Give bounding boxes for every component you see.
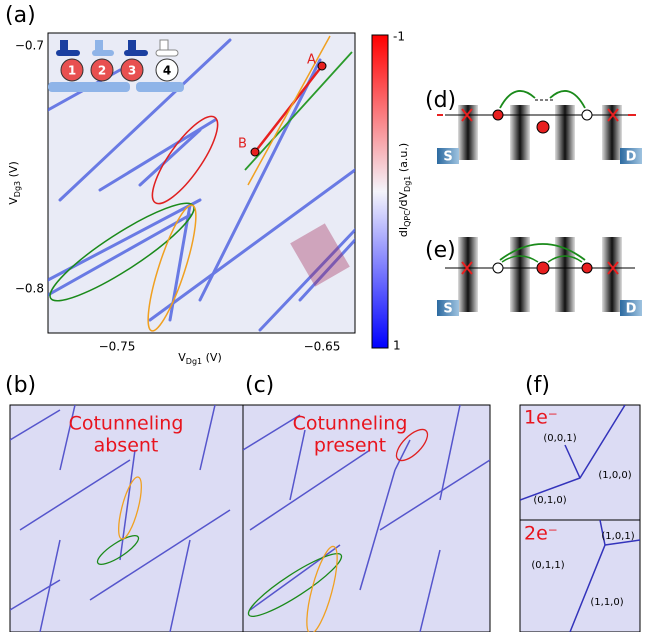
source-label: S — [443, 150, 452, 165]
annotation: Cotunneling — [69, 413, 184, 435]
state-label: (1,1,0) — [590, 597, 623, 608]
panel-label: (c) — [245, 373, 274, 398]
colorbar-tick: -1 — [393, 30, 405, 44]
charge-label: 1e⁻ — [524, 407, 558, 429]
colorbar — [372, 35, 388, 348]
x-tick-label: −0.65 — [304, 340, 341, 354]
point-label: B — [238, 137, 247, 152]
panel-label: (b) — [5, 373, 36, 398]
state-label: (1,0,1) — [601, 531, 634, 542]
dot-label: 1 — [68, 64, 76, 78]
annotation: absent — [94, 435, 159, 457]
x-axis-label: VDg1 (V) — [178, 351, 221, 366]
transport-schematic-e — [437, 237, 642, 316]
y-tick-label: −0.7 — [15, 39, 44, 53]
drain-label: D — [626, 302, 637, 317]
charge-label: 2e⁻ — [524, 523, 558, 545]
y-tick-label: −0.8 — [15, 282, 44, 296]
source-label: S — [443, 302, 452, 317]
colorbar-label: dIQPC/dVDg1 (a.u.) — [397, 143, 412, 237]
y-axis-label: VDg3 (V) — [7, 161, 22, 204]
x-tick-label: −0.75 — [99, 340, 136, 354]
colorbar-tick: 1 — [393, 339, 401, 353]
annotation: present — [314, 435, 386, 457]
dot-label: 2 — [98, 64, 106, 78]
point-label: A — [307, 53, 316, 68]
state-label: (0,1,0) — [533, 495, 566, 506]
annotation: Cotunneling — [293, 413, 408, 435]
figure: (a) A B 1 2 3 4 −0.75 −0.65 −0.7 −0.8 VD… — [0, 0, 646, 632]
panel-label: (f) — [525, 373, 550, 398]
panel-label: (a) — [5, 3, 36, 28]
panel-label: (d) — [425, 88, 456, 113]
panel-label: (e) — [425, 238, 456, 263]
state-label: (0,0,1) — [543, 433, 576, 444]
state-label: (0,1,1) — [531, 560, 564, 571]
dot-label: 4 — [163, 64, 171, 78]
transport-schematic-d — [437, 91, 642, 164]
drain-label: D — [626, 150, 637, 165]
dot-label: 3 — [128, 64, 136, 78]
state-label: (1,0,0) — [598, 470, 631, 481]
